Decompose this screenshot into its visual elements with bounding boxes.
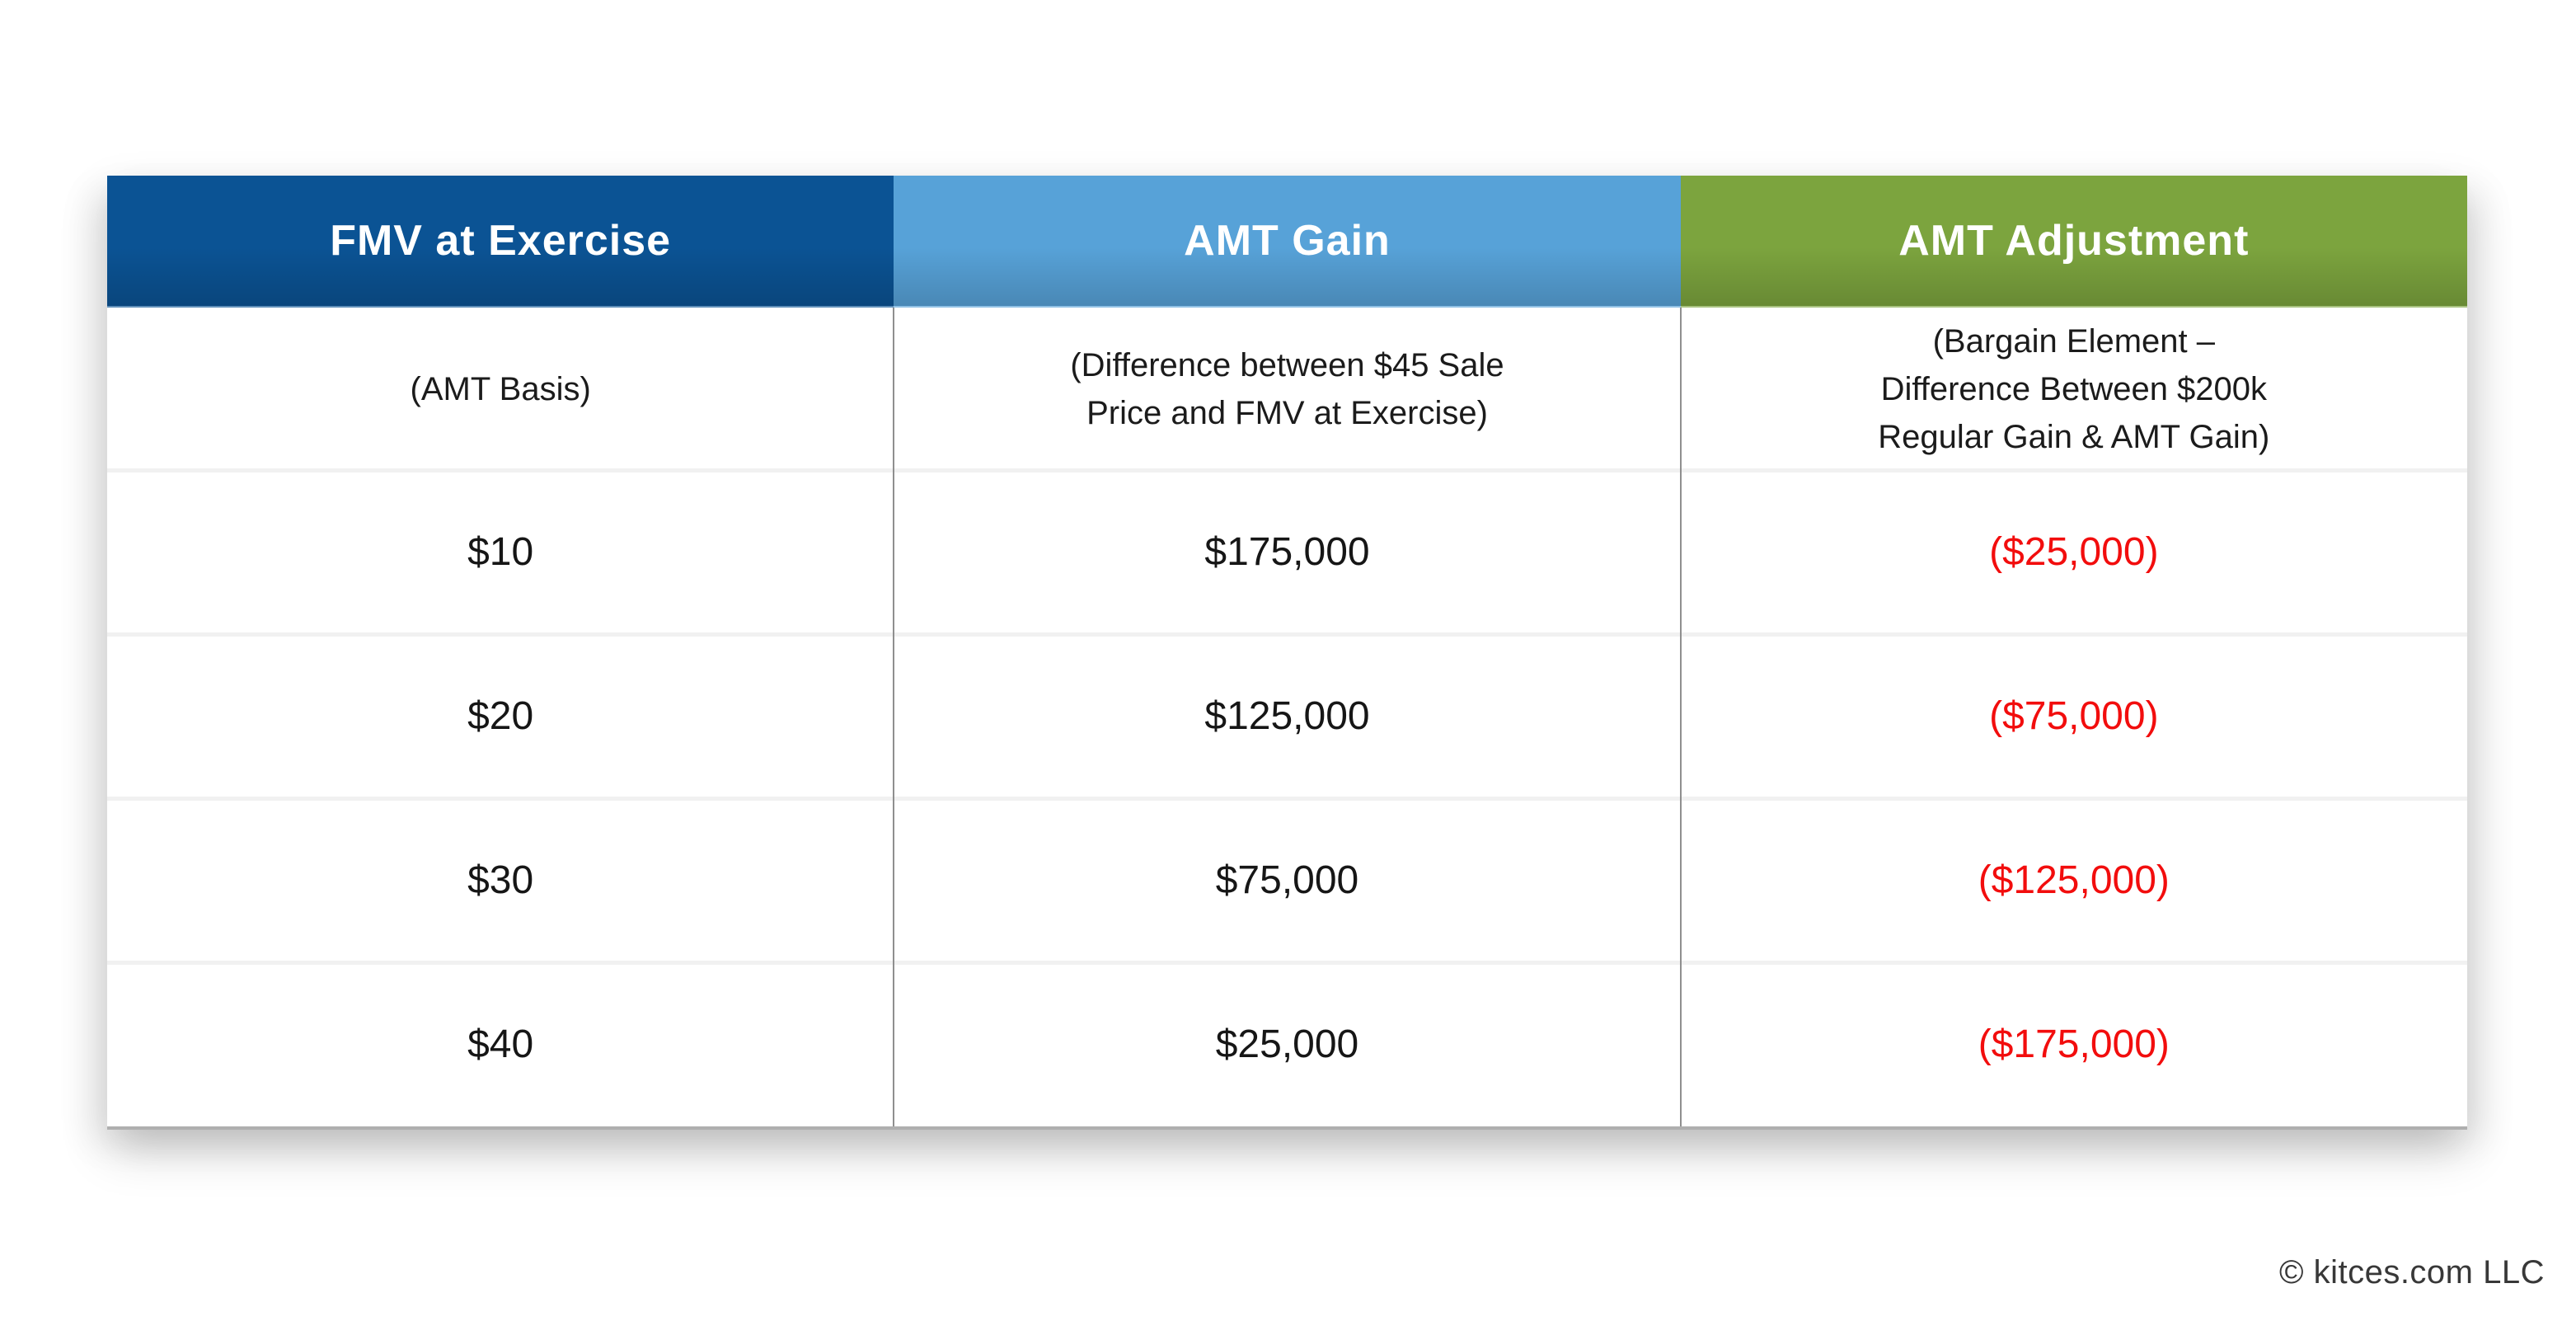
column-divider [1680, 308, 1682, 1126]
copyright-notice: © kitces.com LLC [2278, 1254, 2545, 1290]
column-header-label: AMT Adjustment [1898, 217, 2250, 265]
table-cell-amt-gain: $75,000 [1215, 858, 1359, 902]
row-separator [107, 632, 2467, 637]
column-header-label: FMV at Exercise [330, 217, 672, 265]
table-cell-amt-adjustment: ($75,000) [1989, 694, 2159, 738]
table-cell-amt-gain: $175,000 [1204, 530, 1370, 574]
table-cell-amt-adjustment: ($25,000) [1989, 530, 2159, 574]
table-cell-fmv: $30 [467, 858, 534, 902]
subheader-amt-basis: (AMT Basis) [107, 308, 894, 470]
subheader-line: Difference Between $200k [1880, 370, 2268, 407]
subheader-line: (Difference between $45 Sale [1070, 346, 1504, 383]
amt-comparison-table: FMV at Exercise AMT Gain AMT Adjustment … [107, 176, 2468, 1130]
table-header-row: FMV at Exercise AMT Gain AMT Adjustment [107, 176, 2468, 308]
row-separator [107, 797, 2467, 801]
column-header-amt-adjustment: AMT Adjustment [1680, 176, 2468, 308]
column-header-amt-gain: AMT Gain [894, 176, 1681, 308]
subheader-amt-adjustment: (Bargain Element – Difference Between $2… [1681, 308, 2467, 470]
table-cell-fmv: $20 [467, 694, 534, 738]
table-cell-amt-adjustment: ($175,000) [1978, 1022, 2170, 1066]
subheader-line: (Bargain Element – [1932, 322, 2216, 360]
row-separator [107, 468, 2467, 472]
row-separator [107, 961, 2467, 965]
table-cell-amt-gain: $25,000 [1215, 1022, 1359, 1066]
table-cell-amt-adjustment: ($125,000) [1978, 858, 2170, 902]
subheader-line: (AMT Basis) [410, 370, 591, 407]
column-header-fmv-at-exercise: FMV at Exercise [107, 176, 894, 308]
table-cell-amt-gain: $125,000 [1204, 694, 1370, 738]
column-header-label: AMT Gain [1184, 217, 1391, 265]
subheader-line: Regular Gain & AMT Gain) [1878, 418, 2270, 455]
subheader-amt-gain: (Difference between $45 Sale Price and F… [894, 308, 1680, 470]
table-cell-fmv: $10 [467, 530, 534, 574]
column-divider [893, 308, 894, 1126]
table-cell-fmv: $40 [467, 1022, 534, 1066]
table-body: (AMT Basis) (Difference between $45 Sale… [107, 308, 2467, 1126]
subheader-line: Price and FMV at Exercise) [1086, 394, 1488, 431]
